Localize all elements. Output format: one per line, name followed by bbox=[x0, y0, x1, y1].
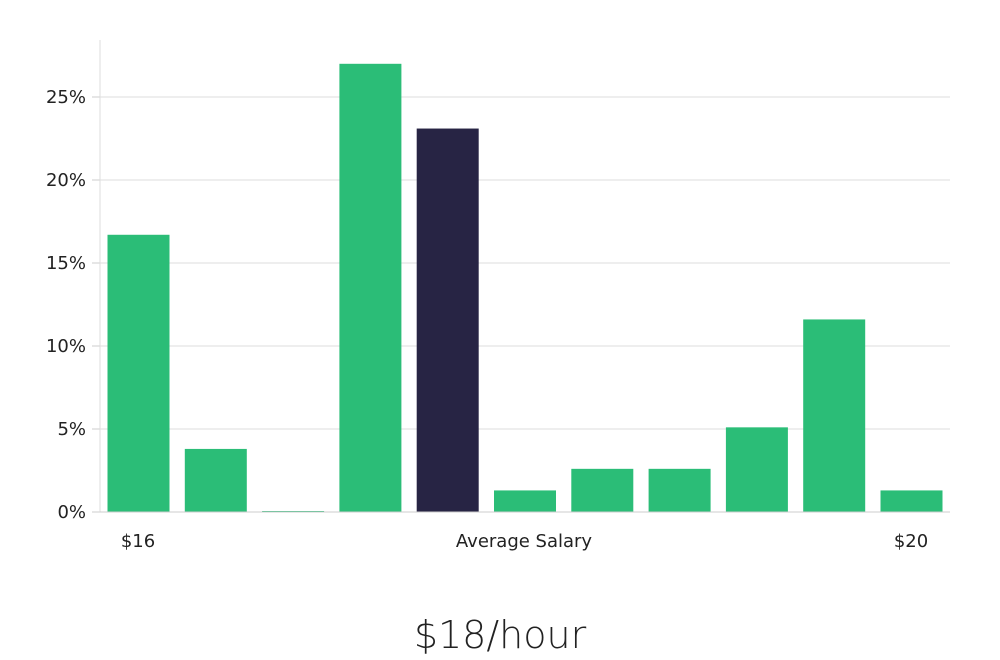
y-tick-label: 20% bbox=[46, 170, 86, 191]
x-label-max: $20 bbox=[894, 531, 928, 552]
x-label-min: $16 bbox=[121, 531, 155, 552]
bar bbox=[725, 427, 788, 512]
y-tick-label: 25% bbox=[46, 87, 86, 108]
y-tick-label: 0% bbox=[57, 502, 86, 523]
bar bbox=[571, 468, 634, 512]
y-tick-label: 15% bbox=[46, 253, 86, 274]
bar bbox=[494, 490, 556, 512]
bar-average-highlight bbox=[416, 128, 479, 513]
y-tick-label: 5% bbox=[57, 419, 86, 440]
bar bbox=[880, 490, 943, 512]
average-salary-headline: $18/hour bbox=[414, 613, 587, 657]
bar bbox=[339, 63, 402, 513]
bar bbox=[648, 468, 711, 512]
y-axis-ticks: 0% 5% 10% 15% 20% 25% bbox=[46, 87, 100, 523]
bar bbox=[803, 319, 866, 512]
bar bbox=[107, 234, 170, 512]
bars bbox=[107, 63, 943, 513]
y-tick-label: 10% bbox=[46, 336, 86, 357]
x-label-average: Average Salary bbox=[456, 531, 593, 552]
bar bbox=[184, 448, 247, 512]
